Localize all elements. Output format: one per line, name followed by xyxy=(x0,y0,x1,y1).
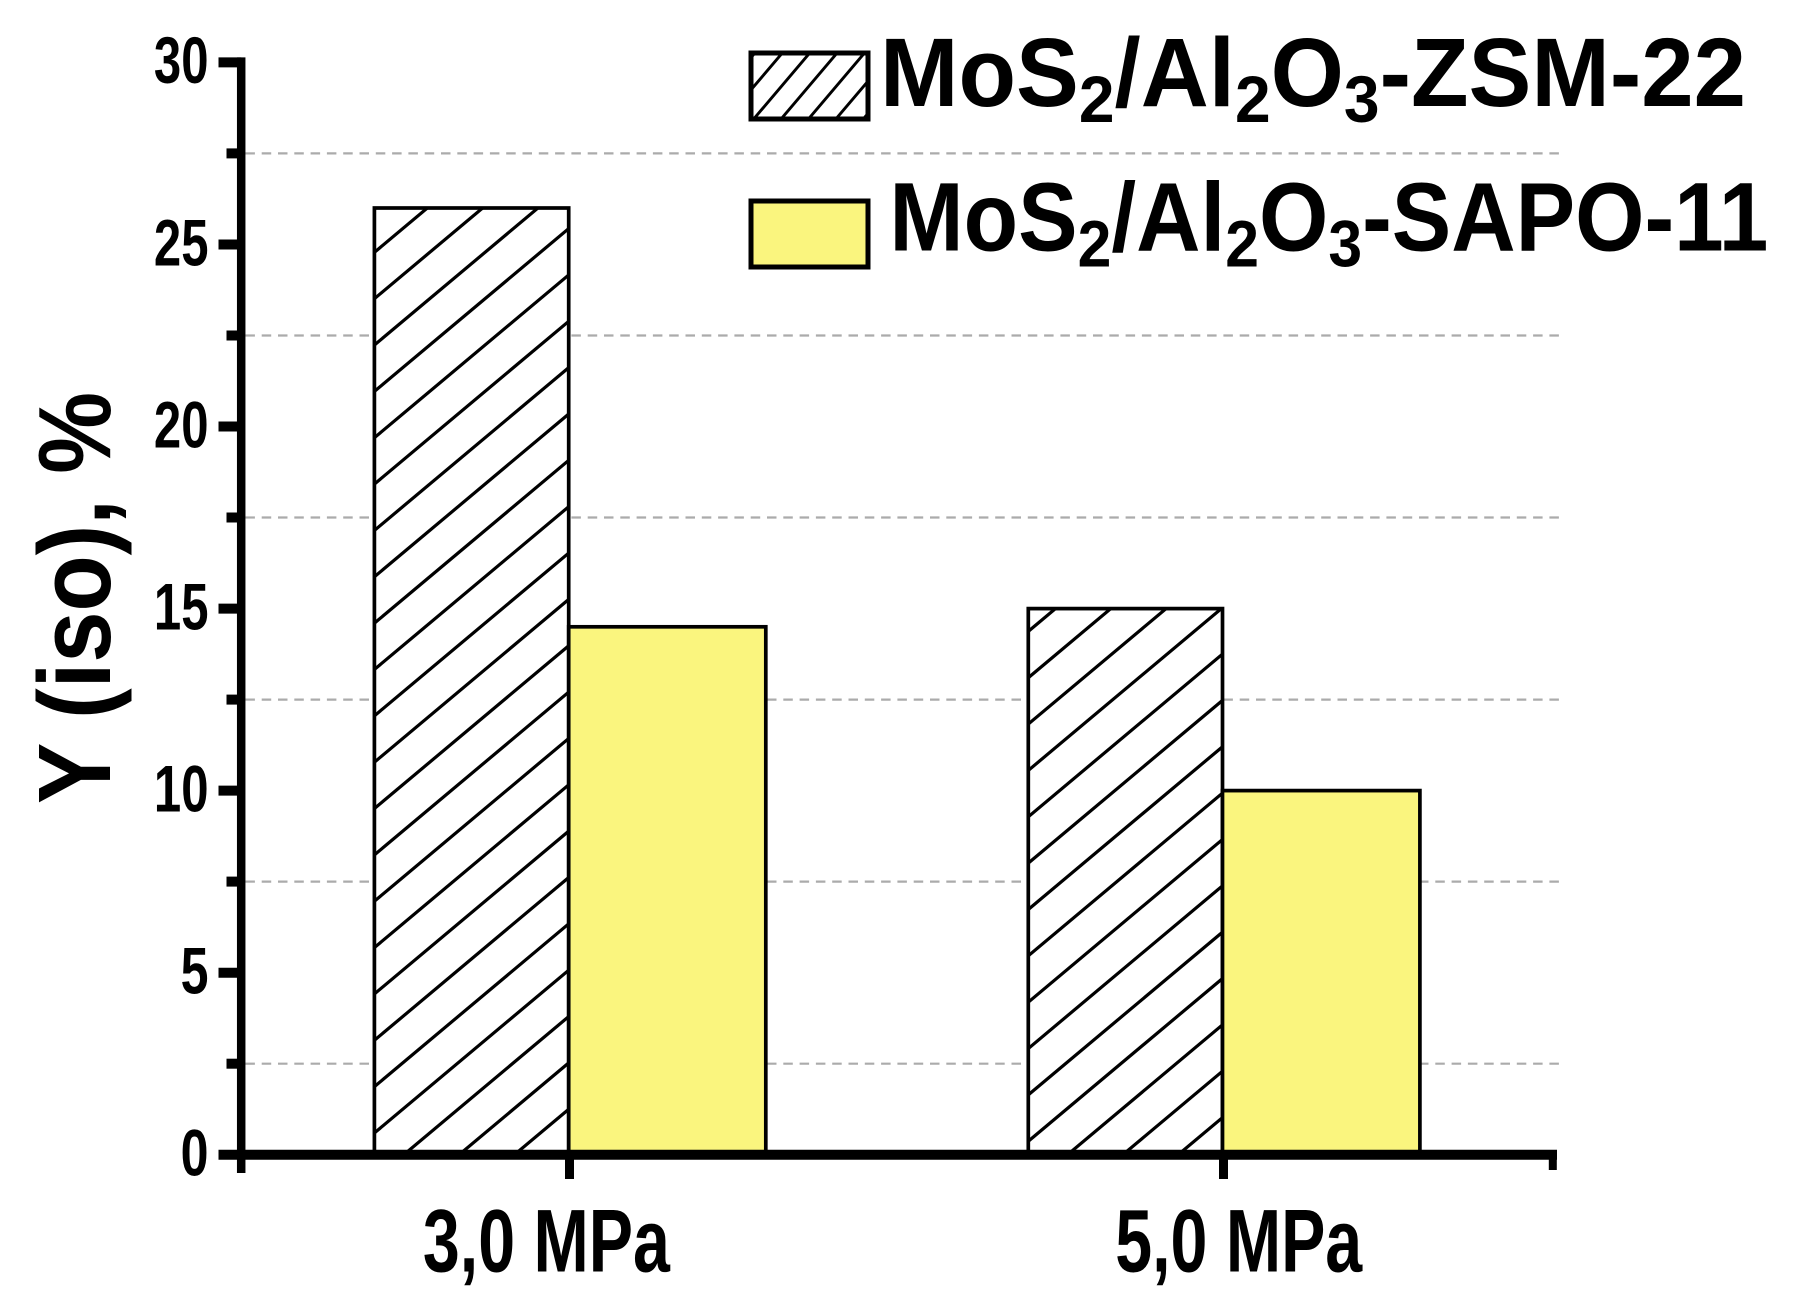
svg-text:25: 25 xyxy=(154,205,209,279)
svg-text:Y (iso), %: Y (iso), % xyxy=(17,392,132,804)
svg-text:MoS2/Al2O3-ZSM-22: MoS2/Al2O3-ZSM-22 xyxy=(880,18,1746,136)
svg-text:5: 5 xyxy=(181,934,209,1008)
svg-text:30: 30 xyxy=(154,23,209,97)
svg-text:3,0 MPa: 3,0 MPa xyxy=(423,1191,671,1291)
svg-text:15: 15 xyxy=(154,569,209,643)
svg-text:5,0 MPa: 5,0 MPa xyxy=(1115,1191,1363,1291)
svg-text:0: 0 xyxy=(181,1116,209,1190)
svg-text:MoS2/Al2O3-SAPO-11: MoS2/Al2O3-SAPO-11 xyxy=(889,163,1768,281)
svg-text:10: 10 xyxy=(154,751,209,825)
svg-text:20: 20 xyxy=(154,387,209,461)
